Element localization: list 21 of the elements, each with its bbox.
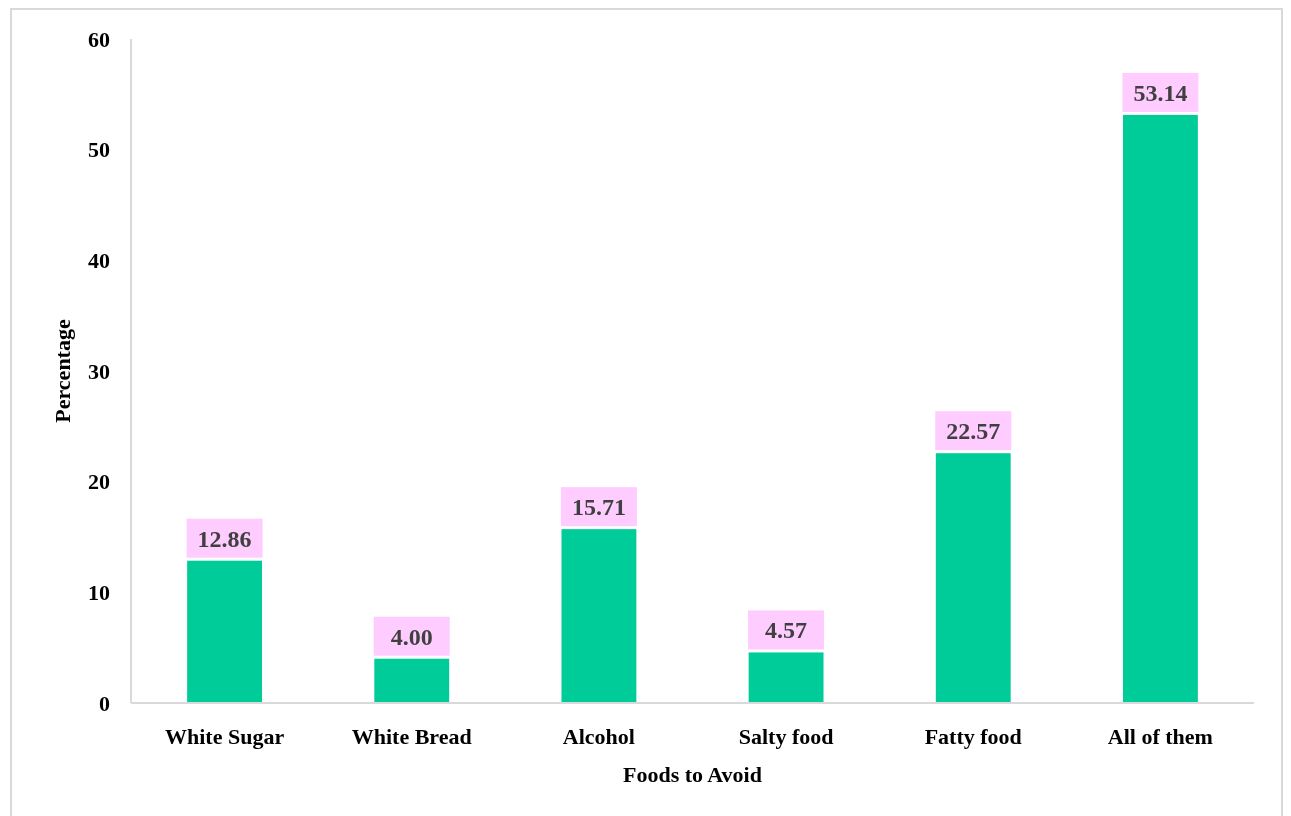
y-tick-label: 30 bbox=[88, 358, 110, 384]
y-tick-label: 50 bbox=[88, 137, 110, 163]
data-label: 22.57 bbox=[946, 418, 1001, 445]
x-axis-title: Foods to Avoid bbox=[623, 761, 762, 787]
x-tick-label: Fatty food bbox=[924, 723, 1022, 749]
data-label: 4.00 bbox=[390, 623, 433, 650]
x-tick-label: White Bread bbox=[351, 723, 472, 749]
data-label: 4.57 bbox=[765, 617, 808, 644]
data-label: 12.86 bbox=[197, 525, 252, 552]
x-tick-label: Salty food bbox=[738, 723, 834, 749]
y-tick-label: 60 bbox=[88, 26, 110, 52]
x-tick-label: Alcohol bbox=[562, 723, 635, 749]
y-tick-label: 0 bbox=[99, 690, 110, 716]
y-axis-title: Percentage bbox=[49, 319, 75, 423]
x-tick-label: White Sugar bbox=[164, 723, 285, 749]
y-tick-label: 20 bbox=[88, 469, 110, 495]
data-label: 53.14 bbox=[1133, 79, 1188, 106]
y-tick-label: 40 bbox=[88, 248, 110, 274]
x-tick-label: All of them bbox=[1107, 723, 1213, 749]
y-tick-label: 10 bbox=[88, 580, 110, 606]
data-label: 15.71 bbox=[571, 494, 626, 521]
